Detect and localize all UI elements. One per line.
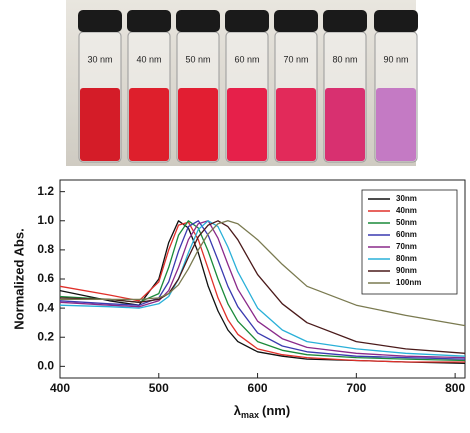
x-label-subscript: max (241, 410, 259, 420)
y-tick-label: 1.0 (37, 213, 54, 227)
spectrum-line (59, 221, 465, 363)
y-axis-label: Normalized Abs. (11, 228, 26, 329)
x-axis-label: λmax (nm) (234, 403, 290, 420)
spectrum-line (59, 220, 466, 365)
spectrum-line (59, 220, 466, 354)
spectrum-line (59, 220, 466, 360)
x-tick-label: 600 (248, 381, 268, 395)
y-tick-label: 1.2 (37, 184, 54, 198)
vial-label: 80 nm (332, 54, 357, 64)
legend-label: 100nm (396, 278, 421, 287)
y-tick-label: 0.2 (37, 329, 54, 343)
legend-label: 60nm (396, 230, 417, 239)
vial-cap (127, 10, 171, 32)
vial-label: 90 nm (383, 54, 408, 64)
x-tick-label: 700 (346, 381, 366, 395)
vial-cap (225, 10, 269, 32)
vials: 30 nm 40 nm 50 nm 60 nm 70 nm 80 nm 90 nm (78, 10, 418, 163)
x-label-symbol: λ (234, 403, 242, 418)
vial-cap (176, 10, 220, 32)
vial-liquid (276, 88, 316, 161)
y-tick-label: 0.8 (37, 242, 54, 256)
vial-label: 50 nm (185, 54, 210, 64)
legend-label: 70nm (396, 242, 417, 251)
legend-box (361, 189, 458, 295)
vial-cap (274, 10, 318, 32)
legend-label: 90nm (396, 266, 417, 275)
vial-liquid (325, 88, 365, 161)
x-tick-label: 400 (50, 381, 70, 395)
vial-cap (323, 10, 367, 32)
vial-liquid (129, 88, 169, 161)
legend-label: 80nm (396, 254, 417, 263)
y-tick-label: 0.4 (37, 300, 54, 314)
legend-label: 30nm (396, 194, 417, 203)
spectrum-line (59, 220, 466, 362)
spectrum-line (60, 220, 466, 327)
vial-cap (78, 10, 122, 32)
legend-label: 50nm (396, 218, 417, 227)
y-tick-label: 0.6 (37, 271, 54, 285)
vial-label: 40 nm (136, 54, 161, 64)
vial-label: 70 nm (283, 54, 308, 64)
x-tick-label: 800 (445, 381, 465, 395)
x-label-unit: (nm) (262, 403, 290, 418)
vial-label: 60 nm (234, 54, 259, 64)
vial-cap (374, 10, 418, 32)
vial-liquid (178, 88, 218, 161)
x-tick-label: 500 (149, 381, 169, 395)
vial-liquid (227, 88, 267, 161)
legend-label: 40nm (396, 206, 417, 215)
vial-liquid (80, 88, 120, 161)
vial-liquid (376, 88, 416, 161)
vial-label: 30 nm (87, 54, 112, 64)
y-tick-label: 0.0 (37, 359, 54, 373)
spectrum-line (59, 220, 466, 357)
